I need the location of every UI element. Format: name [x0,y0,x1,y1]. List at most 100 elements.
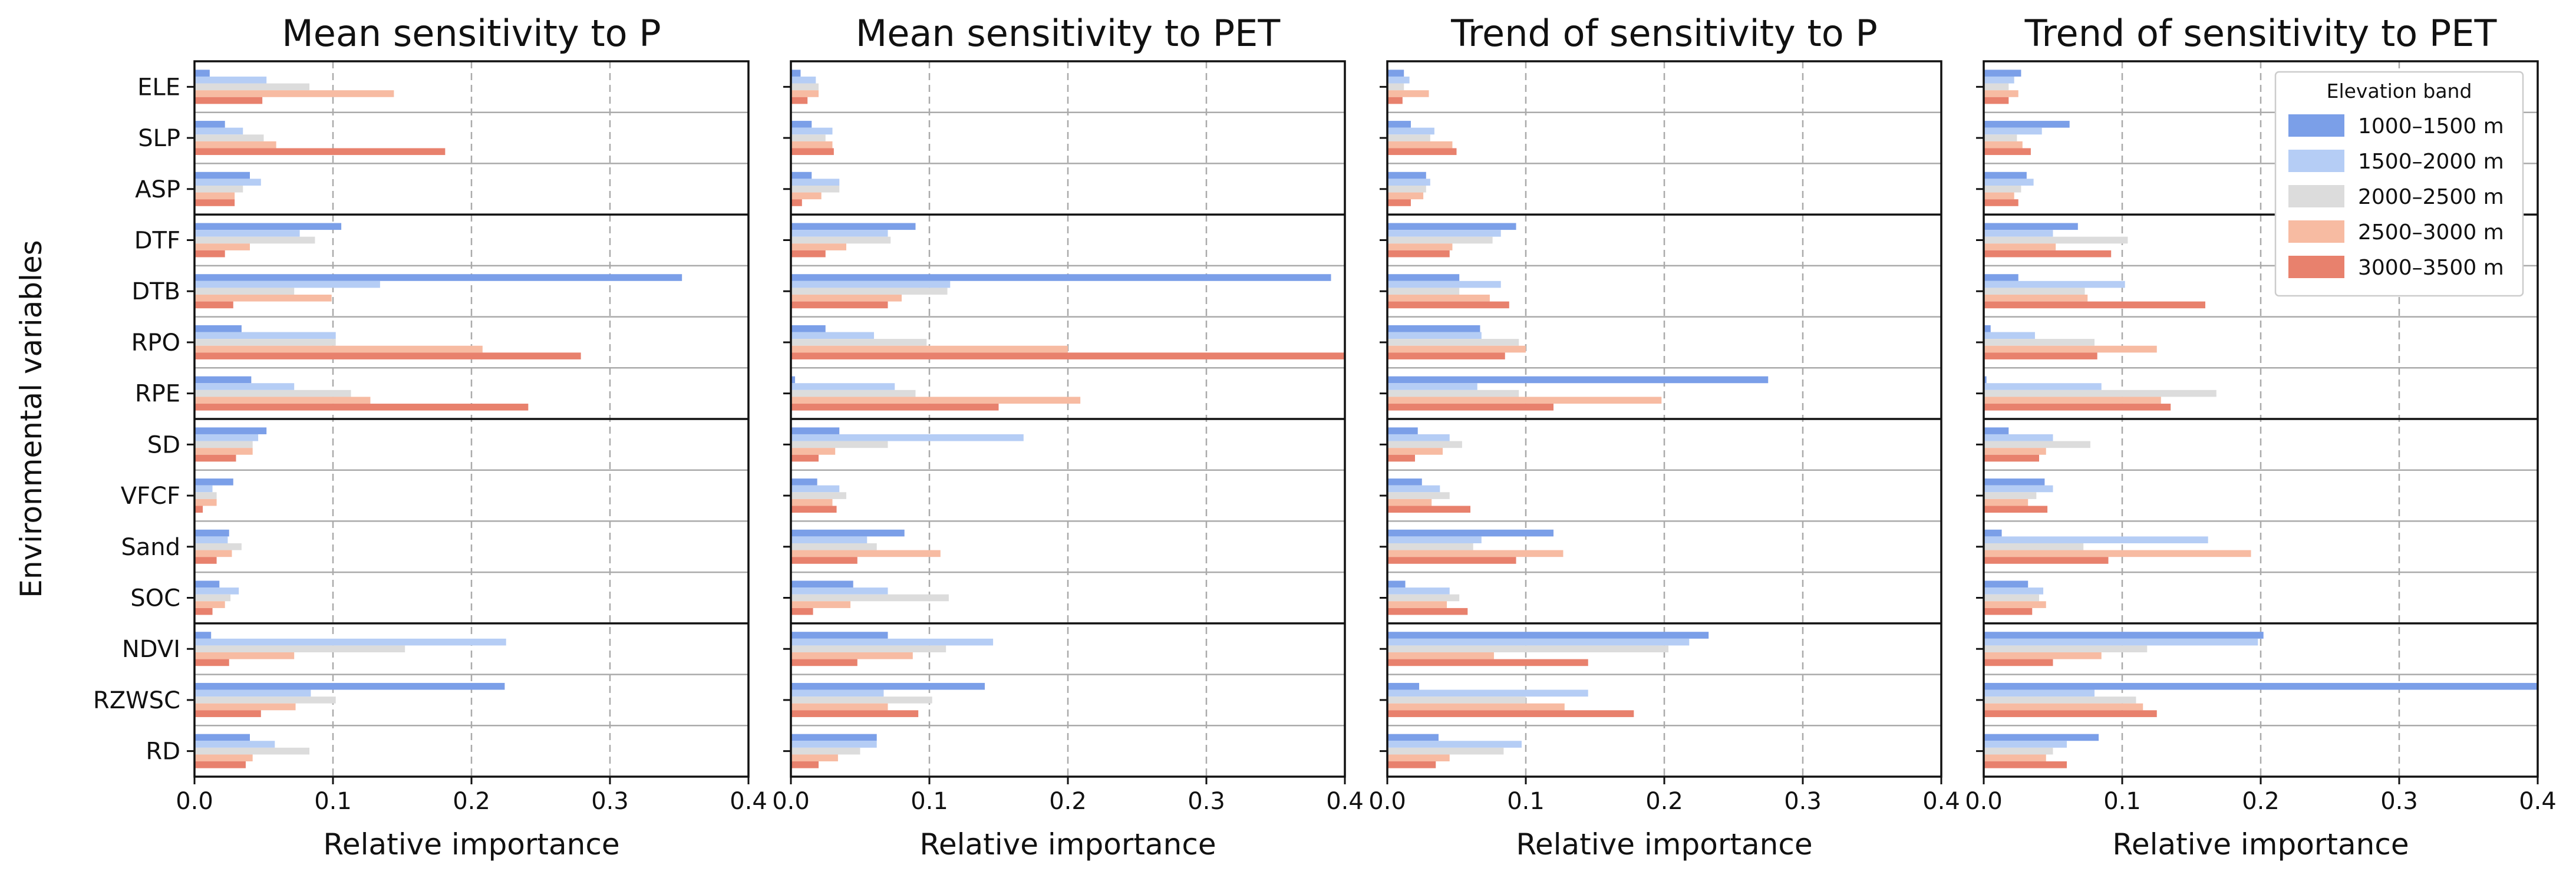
bar-p4-soc-s5 [1984,608,2033,615]
bar-p3-ele-s5 [1387,97,1403,104]
bar-p1-rzwsc-s2 [194,689,311,697]
bar-p4-rzwsc-s5 [1984,710,2157,717]
bar-p4-sand-s2 [1984,536,2208,543]
bar-p1-sand-s1 [194,529,229,537]
bar-p2-rd-s4 [791,754,838,762]
bar-p3-ndvi-s2 [1387,638,1690,646]
bar-p1-rpe-s5 [194,404,529,411]
x-axis-label-p1: Relative importance [323,827,619,862]
bar-p2-rzwsc-s5 [791,710,919,717]
bar-p3-vfcf-s1 [1387,478,1422,486]
y-tick-label-ele: ELE [137,74,180,101]
bar-p2-sd-s2 [791,434,1024,441]
bar-p2-rpo-s4 [791,345,1068,353]
bar-p2-soc-s2 [791,587,888,595]
bar-p4-vfcf-s1 [1984,478,2045,486]
bar-p1-ndvi-s4 [194,652,295,659]
bar-p4-sd-s4 [1984,448,2046,455]
bar-p3-slp-s4 [1387,141,1453,148]
bar-p3-dtf-s3 [1387,236,1493,244]
bar-p4-rd-s1 [1984,734,2099,741]
bar-p4-asp-s1 [1984,171,2027,179]
bar-p4-dtf-s4 [1984,243,2056,250]
bar-p4-ndvi-s5 [1984,659,2053,666]
bar-p2-dtf-s3 [791,236,891,244]
bar-p1-asp-s3 [194,185,243,193]
y-tick-label-sd: SD [147,431,180,458]
bar-p4-soc-s1 [1984,580,2029,588]
bar-p1-soc-s3 [194,594,231,602]
bar-p3-rd-s3 [1387,747,1504,755]
bar-p3-dtb-s4 [1387,295,1490,302]
bar-p2-rd-s2 [791,741,877,748]
bar-p3-soc-s3 [1387,594,1460,602]
bar-p1-sand-s3 [194,543,242,550]
bar-p1-asp-s1 [194,171,250,179]
panel-title-3: Trend of sensitivity to P [1450,12,1878,55]
legend-title: Elevation band [2327,80,2472,103]
bar-p1-dtb-s1 [194,274,682,281]
bar-p1-ndvi-s2 [194,638,506,646]
bar-p3-rd-s4 [1387,754,1450,762]
bar-p4-rpo-s5 [1984,352,2097,359]
bar-p4-asp-s5 [1984,199,2018,206]
x-tick-label-p1-2: 0.2 [453,788,490,815]
bar-p2-rd-s3 [791,747,860,755]
x-tick-label-p2-1: 0.1 [911,788,948,815]
bar-p4-sd-s3 [1984,441,2090,448]
bar-p2-rpe-s5 [791,404,999,411]
x-tick-label-p3-0: 0.0 [1368,788,1406,815]
bar-p3-rpo-s5 [1387,352,1505,359]
legend-label-5: 3000–3500 m [2358,256,2504,280]
bar-p1-ele-s5 [194,97,263,104]
bar-p4-ele-s4 [1984,90,2018,97]
bar-p1-rd-s4 [194,754,253,762]
bar-p2-ele-s4 [791,90,819,97]
panel-title-2: Mean sensitivity to PET [856,12,1281,55]
bar-p3-vfcf-s4 [1387,499,1432,506]
bar-p4-slp-s5 [1984,148,2031,156]
bar-p3-dtb-s1 [1387,274,1460,281]
x-axis-label-p2: Relative importance [919,827,1216,862]
bar-p4-dtb-s4 [1984,295,2088,302]
x-tick-label-p4-4: 0.4 [2519,788,2557,815]
bar-p1-ndvi-s3 [194,645,405,653]
bar-p4-rd-s2 [1984,741,2067,748]
y-tick-label-rzwsc: RZWSC [93,687,180,714]
y-tick-label-rd: RD [146,738,180,765]
bar-p2-rzwsc-s3 [791,697,932,704]
y-axis-label: Environmental variables [14,240,48,598]
bar-p2-dtb-s1 [791,274,1331,281]
x-tick-label-p2-3: 0.3 [1188,788,1225,815]
bar-p4-ele-s5 [1984,97,2009,104]
bar-p4-rpo-s1 [1984,325,1991,332]
bar-p1-dtf-s1 [194,223,342,230]
bar-p2-dtb-s2 [791,280,951,288]
bar-p2-ndvi-s1 [791,632,888,639]
bar-p2-asp-s5 [791,199,802,206]
bar-p3-asp-s2 [1387,179,1430,186]
bar-p3-sand-s4 [1387,550,1564,557]
bar-p3-rd-s5 [1387,761,1436,768]
bar-p2-slp-s1 [791,121,812,128]
bar-p2-sand-s1 [791,529,905,537]
x-tick-label-p3-2: 0.2 [1645,788,1683,815]
bar-p4-vfcf-s2 [1984,485,2053,493]
x-tick-label-p2-0: 0.0 [772,788,810,815]
bar-p2-rpe-s1 [791,376,796,384]
legend-swatch-1 [2288,114,2344,137]
bar-p3-sd-s3 [1387,441,1462,448]
bar-p3-rzwsc-s3 [1387,697,1526,704]
bar-p4-rd-s5 [1984,761,2067,768]
bar-p1-dtf-s4 [194,243,250,250]
bar-p2-asp-s1 [791,171,812,179]
bar-p2-rpo-s3 [791,339,927,346]
bar-p1-rd-s3 [194,747,310,755]
bar-p3-sand-s2 [1387,536,1482,543]
bar-p3-sd-s1 [1387,427,1418,434]
bar-p1-rpo-s2 [194,332,336,339]
bar-p2-dtb-s5 [791,301,888,309]
bar-p3-slp-s5 [1387,148,1457,156]
bar-p1-rpe-s3 [194,390,351,397]
bar-p4-rpe-s5 [1984,404,2171,411]
